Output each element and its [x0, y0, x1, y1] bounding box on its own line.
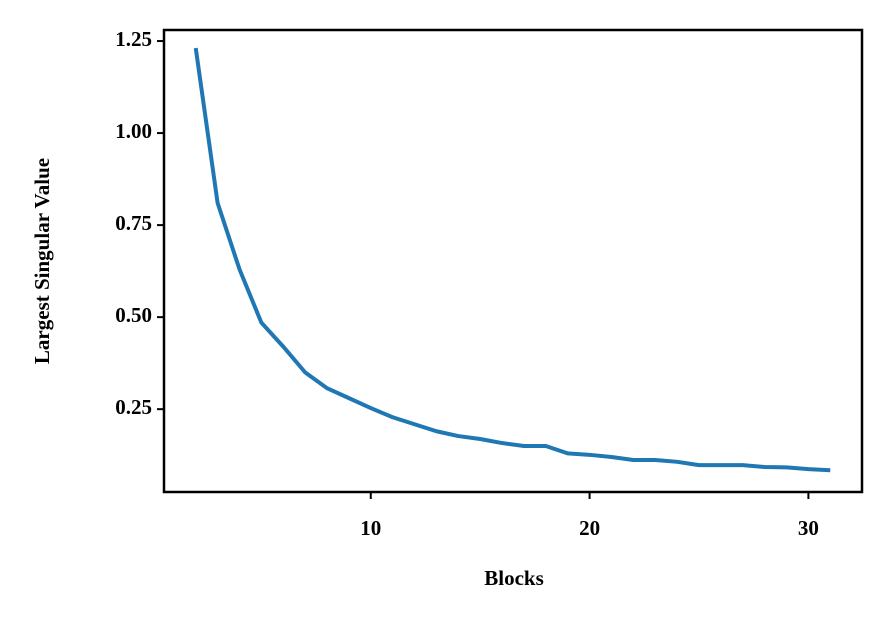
- x-tick-label: 20: [579, 516, 600, 540]
- y-tick-label: 0.50: [115, 303, 152, 327]
- plot-frame: [162, 28, 864, 494]
- x-tick-label: 10: [360, 516, 381, 540]
- y-tick-label: 0.25: [115, 395, 152, 419]
- line: [193, 47, 831, 473]
- x-tick-label: 30: [798, 516, 819, 540]
- y-tick-label: 1.00: [115, 119, 152, 143]
- y-tick-label: 1.25: [115, 27, 152, 51]
- y-axis-label: Largest Singular Value: [30, 158, 54, 364]
- y-tick-label: 0.75: [115, 211, 152, 235]
- x-axis-label: Blocks: [484, 566, 544, 590]
